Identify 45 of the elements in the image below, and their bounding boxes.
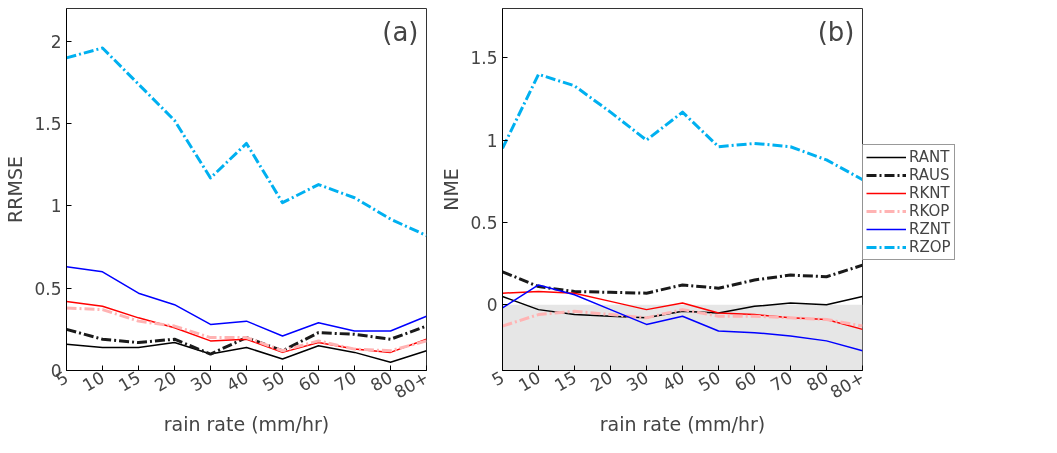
legend-label: RKOP [909,202,950,220]
x-tick-label: 40 [223,367,252,396]
x-axis-title: rain rate (mm/hr) [163,412,330,435]
y-tick-label: 0.5 [470,212,498,233]
legend-label: RKNT [909,184,950,202]
line-series [502,284,863,352]
y-axis-title: RRMSE [4,156,27,223]
line-series [502,72,863,182]
x-tick-label: 50 [695,367,724,396]
x-tick-label: 10 [79,367,108,396]
y-tick-label: 1 [486,130,498,151]
y-tick-label: 0 [486,295,498,316]
x-tick-label: 30 [187,367,216,396]
x-tick-label: 15 [115,367,144,396]
y-tick-label: 1.5 [34,114,62,135]
x-tick-label: 40 [659,367,688,396]
annotation: (b) [817,16,855,47]
x-axis-title: rain rate (mm/hr) [599,412,766,435]
annotation: (a) [382,16,419,47]
legend-label: RANT [909,148,950,166]
legend-label: RZOP [909,238,951,256]
y-tick-label: 1.5 [470,48,498,69]
legend-label: RZNT [909,220,951,238]
x-tick-label: 30 [623,367,652,396]
line-series [66,46,427,238]
y-tick-label: 0.5 [34,278,62,299]
x-tick-label: 20 [587,367,616,396]
x-tick-label: 60 [295,367,324,396]
line-series [502,308,863,328]
legend-label: RAUS [909,166,950,184]
x-tick-label: 20 [151,367,180,396]
line-series [66,266,427,337]
y-axis-title: NME [440,168,463,211]
x-tick-label: 60 [731,367,760,396]
x-tick-label: 10 [515,367,544,396]
x-tick-label: 50 [259,367,288,396]
x-tick-label: 70 [767,367,796,396]
y-tick-label: 1 [50,196,62,217]
line-series [502,290,863,331]
line-series [502,263,863,295]
x-tick-label: 5 [488,367,508,390]
x-tick-label: 15 [551,367,580,396]
y-tick-label: 2 [50,31,62,52]
x-tick-label: 70 [331,367,360,396]
line-series [66,324,427,356]
